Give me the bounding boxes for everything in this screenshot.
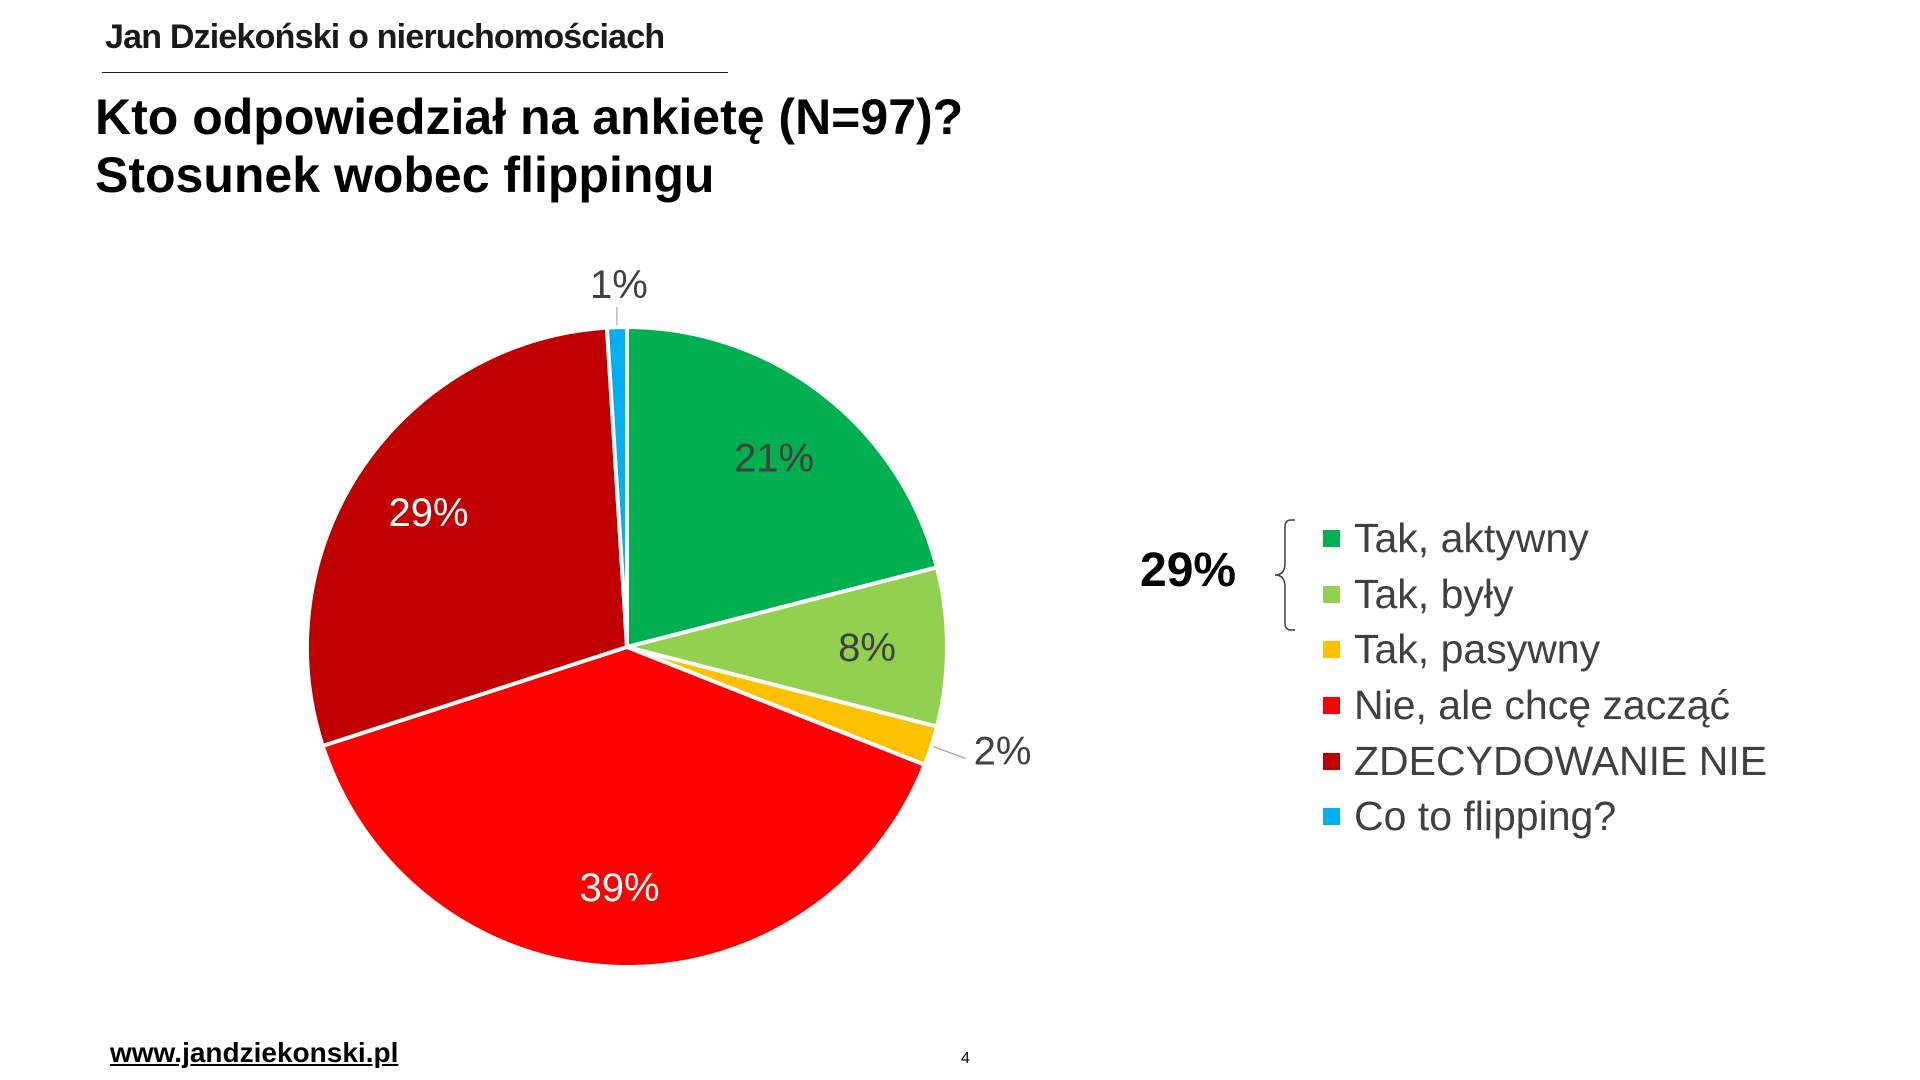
legend-item-tak-byly: Tak, były	[1323, 567, 1767, 623]
data-label-tak-pasywny: 2%	[974, 730, 1032, 774]
pie-slice-tak-aktywny	[625, 325, 939, 649]
legend-label: Co to flipping?	[1354, 793, 1617, 840]
data-label-co-to-flipping: 1%	[590, 263, 648, 307]
leader-line-tak-pasywny	[932, 745, 966, 760]
brand-title: Jan Dziekoński o nieruchomościach	[105, 18, 665, 56]
data-label-tak-aktywny: 21%	[734, 436, 814, 480]
slide-subtitle: Stosunek wobec flippingu	[95, 147, 715, 203]
legend-item-co-to-flipping: Co to flipping?	[1323, 789, 1767, 845]
legend-label: Nie, ale chcę zacząć	[1354, 682, 1731, 729]
legend-label: Tak, pasywny	[1354, 626, 1601, 673]
pie-slice-tak-byly	[625, 565, 949, 729]
data-label-nie-ale-chce-zaczac: 39%	[579, 866, 659, 910]
group-brace	[1274, 519, 1295, 631]
legend-item-tak-pasywny: Tak, pasywny	[1323, 622, 1767, 678]
pie-slice-zdecydowanie-nie	[305, 325, 629, 748]
legend-swatch	[1323, 808, 1340, 826]
chart-legend: Tak, aktywny Tak, były Tak, pasywny Nie, al…	[1323, 511, 1767, 845]
legend-item-tak-aktywny: Tak, aktywny	[1323, 511, 1767, 567]
data-label-zdecydowanie-nie: 29%	[388, 491, 468, 535]
legend-label: Tak, były	[1354, 570, 1514, 617]
legend-label: ZDECYDOWANIE NIE	[1354, 737, 1768, 784]
pie-data-labels: 21% 8% 2% 39% 29% 1%	[388, 263, 1031, 910]
pie-slice-co-to-flipping	[604, 324, 629, 649]
legend-swatch	[1323, 697, 1340, 715]
page-number: 4	[961, 1050, 970, 1067]
legend-swatch	[1323, 641, 1340, 659]
legend-item-nie-ale-chce-zaczac: Nie, ale chcę zacząć	[1323, 678, 1767, 734]
legend-item-zdecydowanie-nie: ZDECYDOWANIE NIE	[1323, 733, 1767, 789]
pie-slices	[305, 324, 949, 969]
legend-swatch	[1323, 585, 1340, 603]
legend-label: Tak, aktywny	[1354, 515, 1589, 562]
brand-underline	[102, 72, 728, 73]
slide-title: Kto odpowiedział na ankietę (N=97)?	[95, 89, 964, 145]
footer-url-link[interactable]: www.jandziekonski.pl	[110, 1037, 399, 1068]
pie-slice-nie-ale-chce-zaczac	[320, 645, 927, 969]
pie-leader-lines	[616, 307, 966, 760]
legend-swatch	[1323, 752, 1340, 770]
legend-swatch	[1323, 530, 1340, 548]
data-label-tak-byly: 8%	[838, 626, 896, 670]
group-annotation-value: 29%	[1140, 544, 1237, 597]
